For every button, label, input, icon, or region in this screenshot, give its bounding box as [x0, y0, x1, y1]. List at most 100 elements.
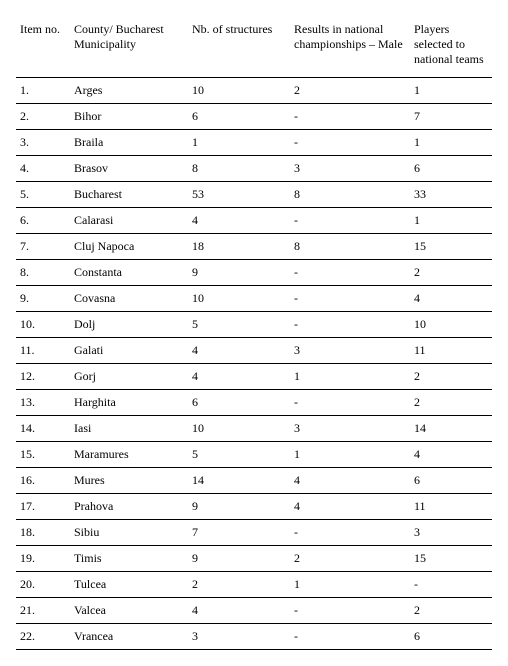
- table-row: 10.Dolj5-10: [16, 312, 492, 338]
- table-cell: 9: [188, 494, 290, 520]
- table-cell: 15.: [16, 442, 70, 468]
- table-cell: Cluj Napoca: [70, 234, 188, 260]
- table-row: 1.Arges1021: [16, 78, 492, 104]
- table-cell: Dolj: [70, 312, 188, 338]
- table-cell: Brasov: [70, 156, 188, 182]
- table-cell: 14: [410, 416, 492, 442]
- table-cell: Sibiu: [70, 520, 188, 546]
- table-cell: 6: [188, 390, 290, 416]
- table-row: 11.Galati4311: [16, 338, 492, 364]
- table-cell: 21.: [16, 598, 70, 624]
- table-cell: 9: [188, 546, 290, 572]
- table-cell: Gorj: [70, 364, 188, 390]
- table-cell: Constanta: [70, 260, 188, 286]
- table-cell: 3: [290, 416, 410, 442]
- table-cell: 10: [188, 78, 290, 104]
- table-cell: 3.: [16, 130, 70, 156]
- table-cell: -: [290, 390, 410, 416]
- table-header-row: Item no. County/ Bucharest Municipality …: [16, 16, 492, 78]
- table-cell: 1: [410, 208, 492, 234]
- table-cell: 13.: [16, 390, 70, 416]
- table-cell: 9.: [16, 286, 70, 312]
- table-cell: 3: [290, 338, 410, 364]
- table-row: 18.Sibiu7-3: [16, 520, 492, 546]
- table-cell: Iasi: [70, 416, 188, 442]
- table-cell: 6: [188, 104, 290, 130]
- table-cell: 4: [290, 468, 410, 494]
- table-cell: -: [290, 260, 410, 286]
- table-cell: Timis: [70, 546, 188, 572]
- table-cell: Prahova: [70, 494, 188, 520]
- table-cell: -: [290, 312, 410, 338]
- table-cell: 33: [410, 182, 492, 208]
- col-item-no: Item no.: [16, 16, 70, 78]
- table-cell: 1: [290, 572, 410, 598]
- table-cell: 10: [188, 286, 290, 312]
- table-row: 15.Maramures514: [16, 442, 492, 468]
- table-cell: 10: [188, 416, 290, 442]
- table-cell: 1: [290, 442, 410, 468]
- table-cell: Mures: [70, 468, 188, 494]
- table-cell: 1: [410, 78, 492, 104]
- table-cell: 3: [410, 520, 492, 546]
- table-cell: 6.: [16, 208, 70, 234]
- table-cell: 19.: [16, 546, 70, 572]
- table-cell: 5: [188, 312, 290, 338]
- table-cell: 11: [410, 494, 492, 520]
- table-cell: Maramures: [70, 442, 188, 468]
- table-cell: -: [290, 286, 410, 312]
- table-cell: 53: [188, 182, 290, 208]
- table-cell: Bihor: [70, 104, 188, 130]
- table-cell: 3: [290, 156, 410, 182]
- table-cell: 7: [188, 520, 290, 546]
- table-cell: 2: [410, 390, 492, 416]
- table-cell: 1: [290, 364, 410, 390]
- table-cell: 4: [410, 442, 492, 468]
- table-cell: -: [290, 104, 410, 130]
- table-cell: 8: [290, 234, 410, 260]
- table-row: 21.Valcea4-2: [16, 598, 492, 624]
- table-cell: 2: [290, 546, 410, 572]
- table-cell: 4: [410, 286, 492, 312]
- table-cell: Arges: [70, 78, 188, 104]
- table-cell: 11.: [16, 338, 70, 364]
- table-cell: 16.: [16, 468, 70, 494]
- table-cell: -: [290, 208, 410, 234]
- table-cell: Galati: [70, 338, 188, 364]
- table-cell: 4: [290, 494, 410, 520]
- table-cell: 14: [188, 468, 290, 494]
- table-cell: 5: [188, 442, 290, 468]
- table-row: 7.Cluj Napoca18815: [16, 234, 492, 260]
- table-cell: 6: [410, 624, 492, 650]
- table-row: 17.Prahova9411: [16, 494, 492, 520]
- table-cell: 2: [188, 572, 290, 598]
- table-cell: 2.: [16, 104, 70, 130]
- table-cell: 4: [188, 338, 290, 364]
- table-row: 4.Brasov836: [16, 156, 492, 182]
- table-cell: 8: [290, 182, 410, 208]
- table-cell: 17.: [16, 494, 70, 520]
- table-row: 2.Bihor6-7: [16, 104, 492, 130]
- table-cell: 10: [410, 312, 492, 338]
- table-cell: 15: [410, 234, 492, 260]
- table-cell: 20.: [16, 572, 70, 598]
- table-cell: 9: [188, 260, 290, 286]
- table-cell: -: [290, 520, 410, 546]
- table-cell: 4: [188, 598, 290, 624]
- table-cell: 15: [410, 546, 492, 572]
- table-row: 13.Harghita6-2: [16, 390, 492, 416]
- col-structures: Nb. of structures: [188, 16, 290, 78]
- table-cell: 1.: [16, 78, 70, 104]
- table-cell: 4: [188, 364, 290, 390]
- table-row: 14.Iasi10314: [16, 416, 492, 442]
- table-row: 3.Braila1-1: [16, 130, 492, 156]
- table-cell: 6: [410, 468, 492, 494]
- table-cell: Braila: [70, 130, 188, 156]
- table-cell: 11: [410, 338, 492, 364]
- table-cell: -: [290, 598, 410, 624]
- table-cell: 4: [188, 208, 290, 234]
- table-cell: 2: [410, 364, 492, 390]
- table-row: 20.Tulcea21-: [16, 572, 492, 598]
- table-cell: 14.: [16, 416, 70, 442]
- table-cell: -: [410, 572, 492, 598]
